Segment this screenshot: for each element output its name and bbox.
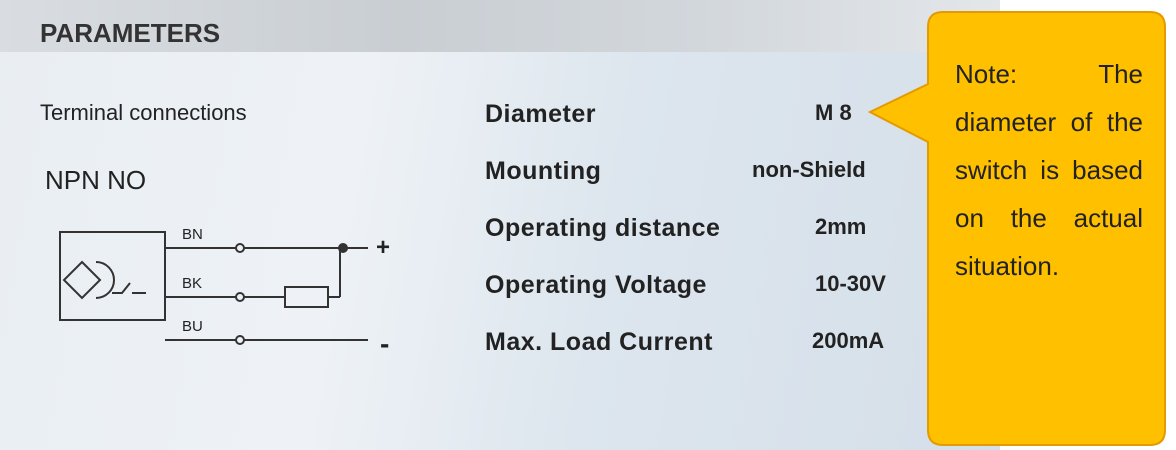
- parameter-label: Max. Load Current: [485, 328, 713, 357]
- parameter-value: 2mm: [815, 214, 866, 240]
- plus-sign: +: [376, 234, 390, 262]
- wire-label: BN: [182, 226, 203, 243]
- parameter-value: non-Shield: [752, 157, 866, 183]
- note-text: Note: The diameter of the switch is base…: [955, 50, 1143, 290]
- parameter-label: Diameter: [485, 100, 596, 129]
- parameter-value: M 8: [815, 100, 852, 126]
- parameter-label: Operating distance: [485, 214, 720, 243]
- wire-label: BU: [182, 318, 203, 335]
- parameter-label: Operating Voltage: [485, 271, 707, 300]
- wire-label: BK: [182, 275, 202, 292]
- parameter-value: 10-30V: [815, 271, 886, 297]
- parameter-label: Mounting: [485, 157, 601, 186]
- parameter-value: 200mA: [812, 328, 884, 354]
- circuit: [60, 232, 368, 344]
- minus-sign: -: [380, 328, 389, 360]
- page: PARAMETERS Terminal connections NPN NO B…: [0, 0, 1176, 450]
